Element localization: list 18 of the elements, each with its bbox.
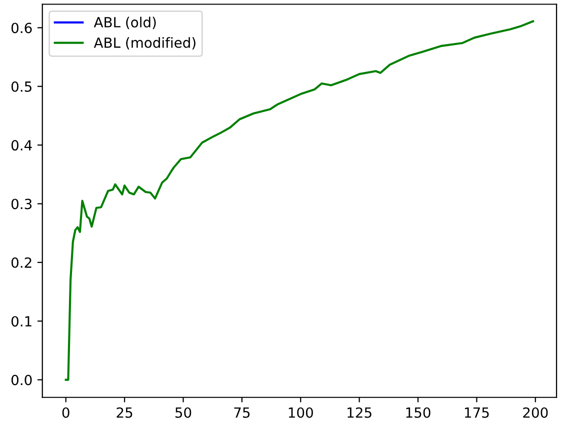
legend-label: ABL (modified) — [94, 37, 196, 50]
y-tick-label: 0.4 — [11, 140, 32, 151]
x-tick-label: 200 — [523, 407, 548, 418]
x-tick-label: 75 — [234, 408, 250, 418]
y-tick-label: 0.3 — [11, 198, 32, 210]
x-tick-label: 150 — [406, 407, 430, 418]
x-tick-label: 175 — [464, 408, 489, 418]
y-tick-label: 0.5 — [11, 81, 32, 92]
x-tick-label: 125 — [348, 407, 372, 418]
x-tick-label: 0 — [62, 407, 70, 418]
x-tick-label: 50 — [175, 407, 192, 418]
x-tick-label: 25 — [116, 407, 132, 418]
y-tick-label: 0.0 — [11, 374, 32, 386]
legend-label: ABL (old) — [94, 16, 156, 30]
y-tick-label: 0.1 — [11, 316, 32, 327]
y-tick-label: 0.2 — [11, 257, 32, 268]
x-tick-label: 100 — [288, 407, 313, 418]
y-tick-label: 0.6 — [11, 22, 32, 34]
